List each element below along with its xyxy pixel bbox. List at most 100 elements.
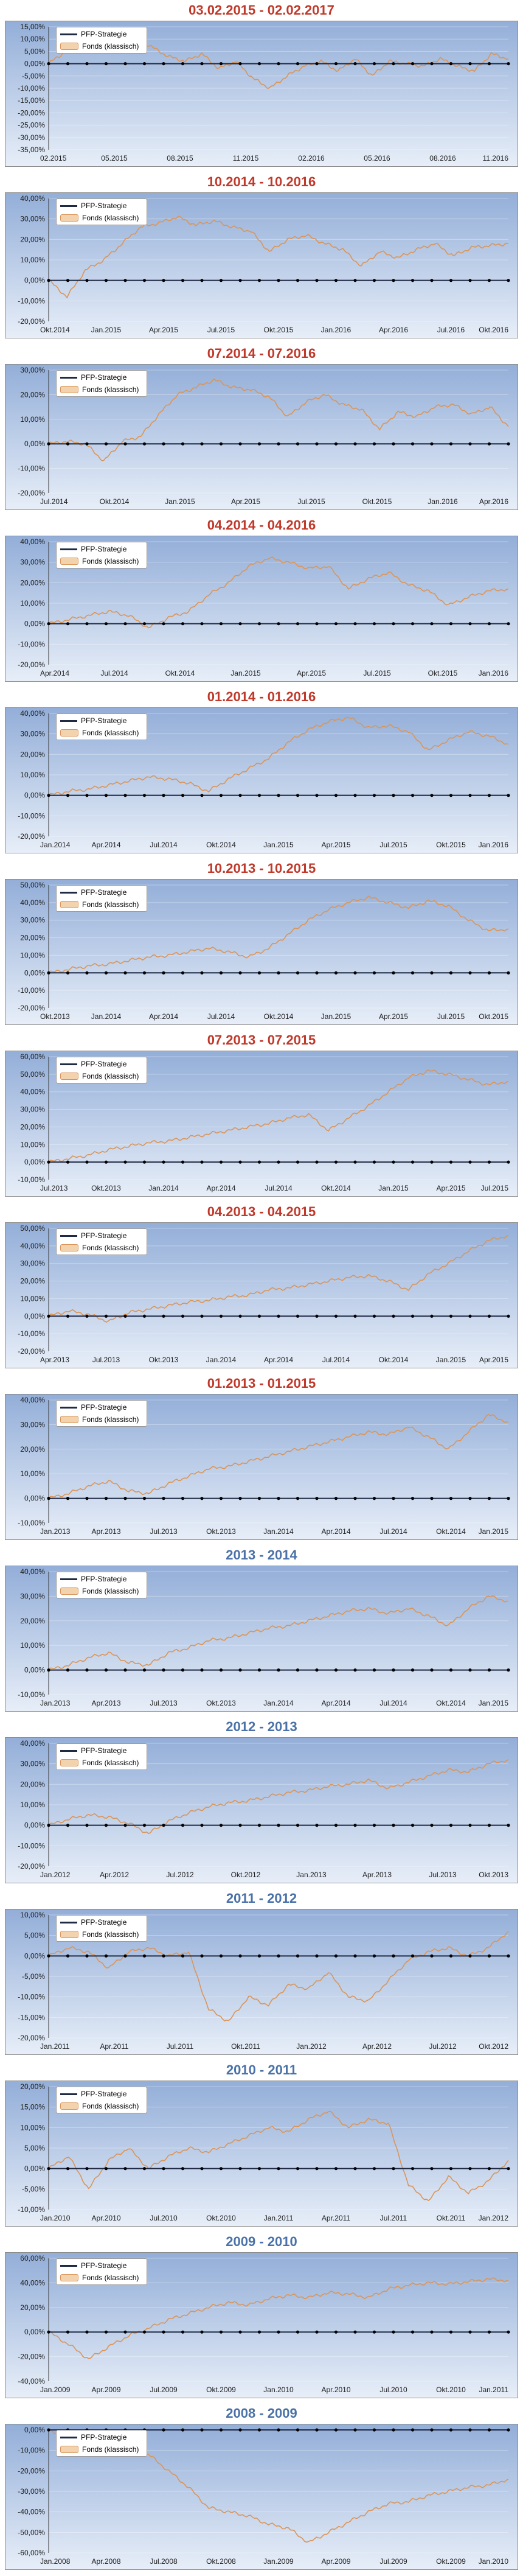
pfp-series-point bbox=[104, 2330, 108, 2334]
pfp-series-point bbox=[104, 279, 108, 282]
pfp-series-point bbox=[372, 1160, 376, 1164]
y-tick-label: -20,00% bbox=[18, 2353, 45, 2361]
legend-swatch-pfp bbox=[60, 1234, 77, 1237]
pfp-series-point bbox=[353, 2428, 357, 2432]
chart-title: 07.2014 - 07.2016 bbox=[207, 346, 316, 361]
pfp-series-point bbox=[181, 2167, 185, 2171]
line-chart: 60,00% 50,00% 40,00% 30,00% 20,00% 10,00% 0,00… bbox=[18, 1052, 510, 1192]
pfp-series-point bbox=[430, 971, 434, 975]
x-tick-label: Jan.2016 bbox=[479, 669, 509, 677]
y-tick-label: 30,00% bbox=[20, 730, 45, 738]
x-tick-label: Jul.2009 bbox=[379, 2557, 407, 2566]
x-tick-label: Jan.2011 bbox=[479, 2385, 509, 2394]
y-tick-label: 0,00% bbox=[24, 1951, 45, 1960]
pfp-series-point bbox=[142, 1160, 147, 1164]
pfp-series-point bbox=[123, 1160, 127, 1164]
pfp-series-point bbox=[296, 2167, 300, 2171]
pfp-series-point bbox=[66, 971, 70, 975]
legend-label-pfp: PFP-Strategie bbox=[81, 716, 127, 725]
pfp-series-point bbox=[410, 1160, 415, 1164]
pfp-series-point bbox=[507, 2428, 510, 2432]
x-tick-label: Jul.2013 bbox=[92, 1356, 120, 1364]
pfp-series-point bbox=[66, 1668, 70, 1672]
x-tick-label: Jul.2014 bbox=[379, 1527, 407, 1536]
legend-item-pfp: PFP-Strategie bbox=[60, 1402, 126, 1413]
chart-panel: 10.2013 - 10.2015 50,00% 40,00% 30,00% 20,00… bbox=[0, 858, 523, 1030]
pfp-series-point bbox=[142, 622, 147, 626]
pfp-series-point bbox=[257, 2428, 262, 2432]
pfp-series-point bbox=[449, 1497, 453, 1500]
x-tick-label: Okt.2014 bbox=[40, 326, 70, 334]
legend: PFP-Strategie Fonds (klassisch) bbox=[56, 1057, 147, 1083]
pfp-series-point bbox=[507, 2330, 510, 2334]
pfp-series-point bbox=[296, 62, 300, 66]
chart-panel: 07.2013 - 07.2015 60,00% 50,00% 40,00% 30,00… bbox=[0, 1030, 523, 1202]
x-tick-label: Jul.2011 bbox=[167, 2042, 194, 2051]
fonds-series-line bbox=[48, 215, 509, 299]
x-tick-label: Okt.2011 bbox=[437, 2214, 466, 2222]
x-tick-label: Jul.2014 bbox=[322, 1356, 350, 1364]
y-tick-label: -40,00% bbox=[18, 2508, 45, 2516]
pfp-series-point bbox=[238, 1160, 242, 1164]
pfp-series-point bbox=[296, 1668, 300, 1672]
pfp-series-point bbox=[296, 1497, 300, 1500]
pfp-series-point bbox=[181, 622, 185, 626]
pfp-series-point bbox=[507, 794, 510, 797]
y-tick-label: 0,00% bbox=[24, 1821, 45, 1830]
pfp-series-point bbox=[392, 794, 395, 797]
pfp-series-point bbox=[200, 1314, 204, 1318]
legend-item-pfp: PFP-Strategie bbox=[60, 887, 126, 898]
pfp-series-point bbox=[257, 1160, 262, 1164]
y-tick-label: -30,00% bbox=[18, 133, 45, 142]
legend-swatch-pfp bbox=[60, 2264, 77, 2267]
legend: PFP-Strategie Fonds (klassisch) bbox=[56, 1743, 147, 1770]
pfp-series-point bbox=[66, 1954, 70, 1958]
pfp-series-point bbox=[200, 1668, 204, 1672]
legend-item-fonds: Fonds (klassisch) bbox=[60, 41, 139, 52]
x-tick-label: Jul.2016 bbox=[437, 326, 465, 334]
pfp-series-point bbox=[85, 1160, 89, 1164]
pfp-series-point bbox=[219, 442, 223, 446]
x-tick-label: 02.2016 bbox=[298, 154, 325, 163]
y-tick-label: 15,00% bbox=[20, 2103, 45, 2112]
legend-label-pfp: PFP-Strategie bbox=[81, 2433, 127, 2441]
pfp-series-point bbox=[85, 442, 89, 446]
pfp-series-point bbox=[334, 442, 338, 446]
x-tick-label: Jul.2015 bbox=[379, 841, 407, 849]
x-tick-label: Okt.2015 bbox=[264, 326, 294, 334]
x-tick-label: Okt.2014 bbox=[379, 1356, 409, 1364]
pfp-series-point bbox=[238, 622, 242, 626]
x-tick-label: Okt.2014 bbox=[264, 1012, 294, 1021]
x-tick-label: Okt.2014 bbox=[436, 1527, 466, 1536]
pfp-series-point bbox=[162, 442, 165, 446]
x-tick-label: Jan.2015 bbox=[479, 1527, 509, 1536]
legend-swatch-fonds bbox=[60, 1416, 78, 1423]
y-tick-label: 0,00% bbox=[24, 1666, 45, 1675]
pfp-series-point bbox=[353, 279, 357, 282]
x-tick-label: 08.2016 bbox=[429, 154, 456, 163]
pfp-series-point bbox=[200, 1824, 204, 1827]
legend-label-fonds: Fonds (klassisch) bbox=[82, 42, 139, 51]
x-tick-label: Jan.2014 bbox=[40, 841, 71, 849]
x-tick-label: Jan.2015 bbox=[263, 841, 294, 849]
pfp-series-point bbox=[257, 1314, 262, 1318]
fonds-series-line bbox=[48, 895, 509, 973]
x-tick-label: Jul.2014 bbox=[265, 1184, 293, 1192]
legend-swatch-fonds bbox=[60, 558, 78, 565]
y-tick-label: 30,00% bbox=[20, 366, 45, 374]
pfp-series-point bbox=[181, 2330, 185, 2334]
x-tick-label: Apr.2016 bbox=[379, 326, 408, 334]
pfp-series-point bbox=[296, 1954, 300, 1958]
pfp-series-point bbox=[257, 279, 262, 282]
legend-label-pfp: PFP-Strategie bbox=[81, 1746, 127, 1755]
legend-label-fonds: Fonds (klassisch) bbox=[82, 1759, 139, 1767]
x-tick-label: Okt.2013 bbox=[206, 1527, 236, 1536]
legend: PFP-Strategie Fonds (klassisch) bbox=[56, 885, 147, 912]
y-tick-label: 40,00% bbox=[20, 537, 45, 546]
pfp-series-point bbox=[449, 971, 453, 975]
pfp-series-point bbox=[507, 62, 510, 66]
y-tick-label: -35,00% bbox=[18, 145, 45, 154]
pfp-series-point bbox=[238, 1824, 242, 1827]
pfp-series-point bbox=[238, 1954, 242, 1958]
x-tick-label: Apr.2009 bbox=[321, 2557, 350, 2566]
